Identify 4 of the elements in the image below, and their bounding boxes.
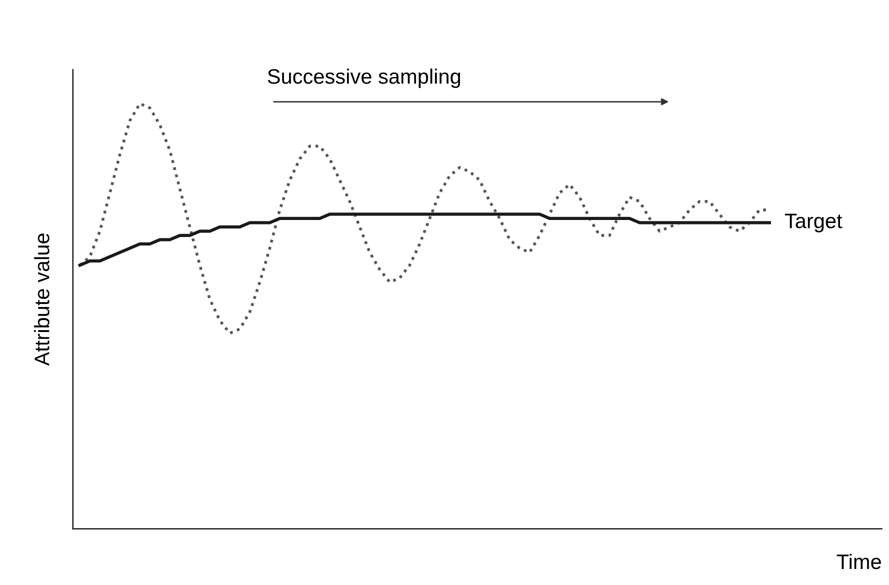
series-label: Target [784, 214, 842, 232]
x-axis-title: Time [836, 554, 881, 570]
text: Successive sampling [268, 68, 460, 88]
y-axis-title: Attribute value [34, 234, 50, 366]
